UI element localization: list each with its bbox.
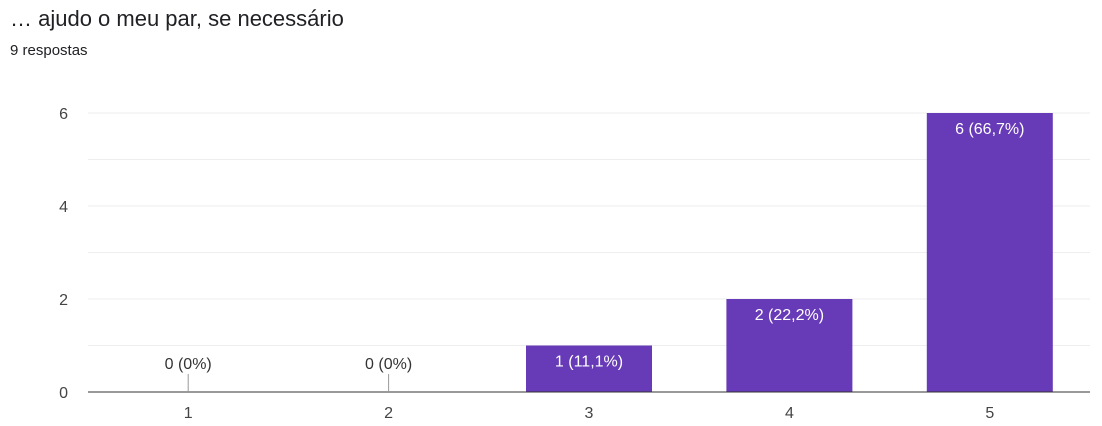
axes: 0 2 4 6 1 2 3 4 5 <box>59 106 1090 422</box>
data-label-3: 1 (11,1%) <box>555 354 623 371</box>
x-tick-label: 4 <box>785 405 794 422</box>
data-label-2: 0 (0%) <box>365 356 412 373</box>
x-tick-label: 2 <box>384 405 393 422</box>
bars <box>526 113 1053 392</box>
bar-3 <box>526 345 652 392</box>
x-tick-label: 1 <box>184 405 193 422</box>
y-tick-label: 6 <box>59 106 68 123</box>
question-title: … ajudo o meu par, se necessário <box>10 6 344 31</box>
bar-5 <box>926 113 1053 392</box>
y-tick-label: 2 <box>59 292 68 309</box>
x-tick-label: 5 <box>985 405 994 422</box>
x-tick-label: 3 <box>585 405 594 422</box>
bar-4 <box>726 299 853 392</box>
y-tick-label: 0 <box>59 385 68 402</box>
data-labels: 0 (0%) 0 (0%) 1 (11,1%) 2 (22,2%) 6 (66,7%) <box>165 121 1024 392</box>
data-label-5: 6 (66,7%) <box>955 121 1024 138</box>
response-count: 9 respostas <box>10 42 88 59</box>
data-label-4: 2 (22,2%) <box>755 307 824 324</box>
data-label-1: 0 (0%) <box>165 356 212 373</box>
y-tick-label: 4 <box>59 199 68 216</box>
